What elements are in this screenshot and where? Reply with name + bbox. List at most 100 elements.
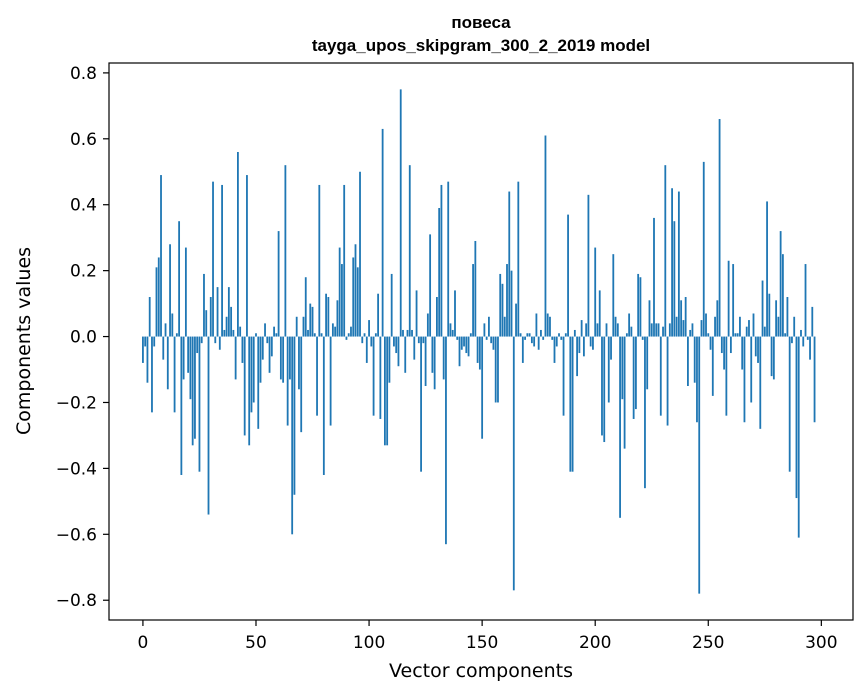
bar <box>745 326 748 337</box>
bar <box>488 316 490 337</box>
y-tick-label: 0.2 <box>70 262 97 282</box>
bar <box>252 336 255 403</box>
x-tick-label: 0 <box>138 633 149 653</box>
bar <box>702 161 705 337</box>
bar <box>580 320 583 337</box>
bar <box>273 326 275 337</box>
bar <box>718 119 721 337</box>
bar <box>653 217 655 337</box>
bar <box>194 336 196 439</box>
bar <box>304 277 307 337</box>
chart-title-word: повеса <box>451 13 511 32</box>
bar <box>241 336 244 363</box>
bar <box>239 326 242 337</box>
bar <box>300 336 303 433</box>
bar <box>743 336 746 423</box>
bar <box>806 336 809 340</box>
bar <box>440 184 443 337</box>
bar <box>662 326 664 337</box>
bar <box>641 336 644 340</box>
bar <box>209 297 212 337</box>
bar <box>429 234 432 337</box>
bar <box>757 336 759 363</box>
y-tick-label: −0.8 <box>56 591 97 611</box>
bar <box>741 336 744 370</box>
bar <box>313 333 316 337</box>
bar <box>223 329 226 337</box>
bar <box>503 316 506 337</box>
bar <box>289 336 291 380</box>
bar <box>639 277 642 337</box>
bar <box>698 336 701 594</box>
bar <box>447 181 450 337</box>
bar <box>311 306 314 337</box>
bar <box>723 336 726 370</box>
bar <box>680 300 683 337</box>
bar <box>436 297 438 337</box>
bar <box>151 336 153 413</box>
bar <box>218 336 221 350</box>
bar <box>325 293 327 337</box>
y-tick-label: −0.6 <box>56 525 97 545</box>
bar <box>361 336 364 344</box>
bar <box>689 329 692 337</box>
bar <box>589 336 592 347</box>
bar <box>336 300 339 337</box>
bar <box>221 184 223 337</box>
bar <box>341 264 343 337</box>
bar <box>279 336 282 380</box>
bar <box>551 336 554 340</box>
bar <box>533 336 536 347</box>
bar <box>169 244 171 337</box>
bar <box>374 333 377 337</box>
bar <box>350 326 352 337</box>
bar <box>257 336 260 429</box>
bar <box>673 221 676 337</box>
bar <box>481 336 484 439</box>
bar <box>804 264 807 337</box>
bar <box>365 336 368 363</box>
bar <box>542 336 545 340</box>
bar <box>345 336 348 340</box>
bar <box>494 336 497 403</box>
bar <box>693 336 696 383</box>
bar <box>510 270 513 337</box>
bar <box>607 336 610 403</box>
bar <box>377 293 380 337</box>
bar <box>255 333 257 337</box>
bar <box>352 257 355 337</box>
bar <box>284 165 287 337</box>
bar <box>791 336 793 344</box>
bar <box>386 336 389 446</box>
bar <box>619 336 621 518</box>
bar <box>684 297 687 337</box>
bar <box>612 254 615 337</box>
bar <box>739 316 741 337</box>
bar <box>519 333 522 337</box>
bar <box>442 336 445 380</box>
bar <box>184 247 187 337</box>
bar <box>578 336 581 354</box>
bar <box>456 336 459 340</box>
bar <box>200 336 203 344</box>
bar <box>162 336 165 360</box>
bar <box>474 240 477 337</box>
bar <box>250 336 253 413</box>
bar <box>155 267 158 337</box>
bar <box>793 316 796 337</box>
bar <box>309 303 312 337</box>
bar <box>212 181 214 337</box>
bar <box>302 316 305 337</box>
bar <box>227 287 230 337</box>
bar <box>768 293 771 337</box>
bar <box>460 336 463 350</box>
bar <box>338 247 341 337</box>
bar <box>359 171 361 337</box>
plot-area-frame <box>108 62 854 621</box>
bar <box>463 336 465 347</box>
bar <box>668 323 671 337</box>
bar <box>632 336 635 419</box>
y-tick-label: 0.6 <box>70 130 97 150</box>
bar <box>671 188 673 337</box>
